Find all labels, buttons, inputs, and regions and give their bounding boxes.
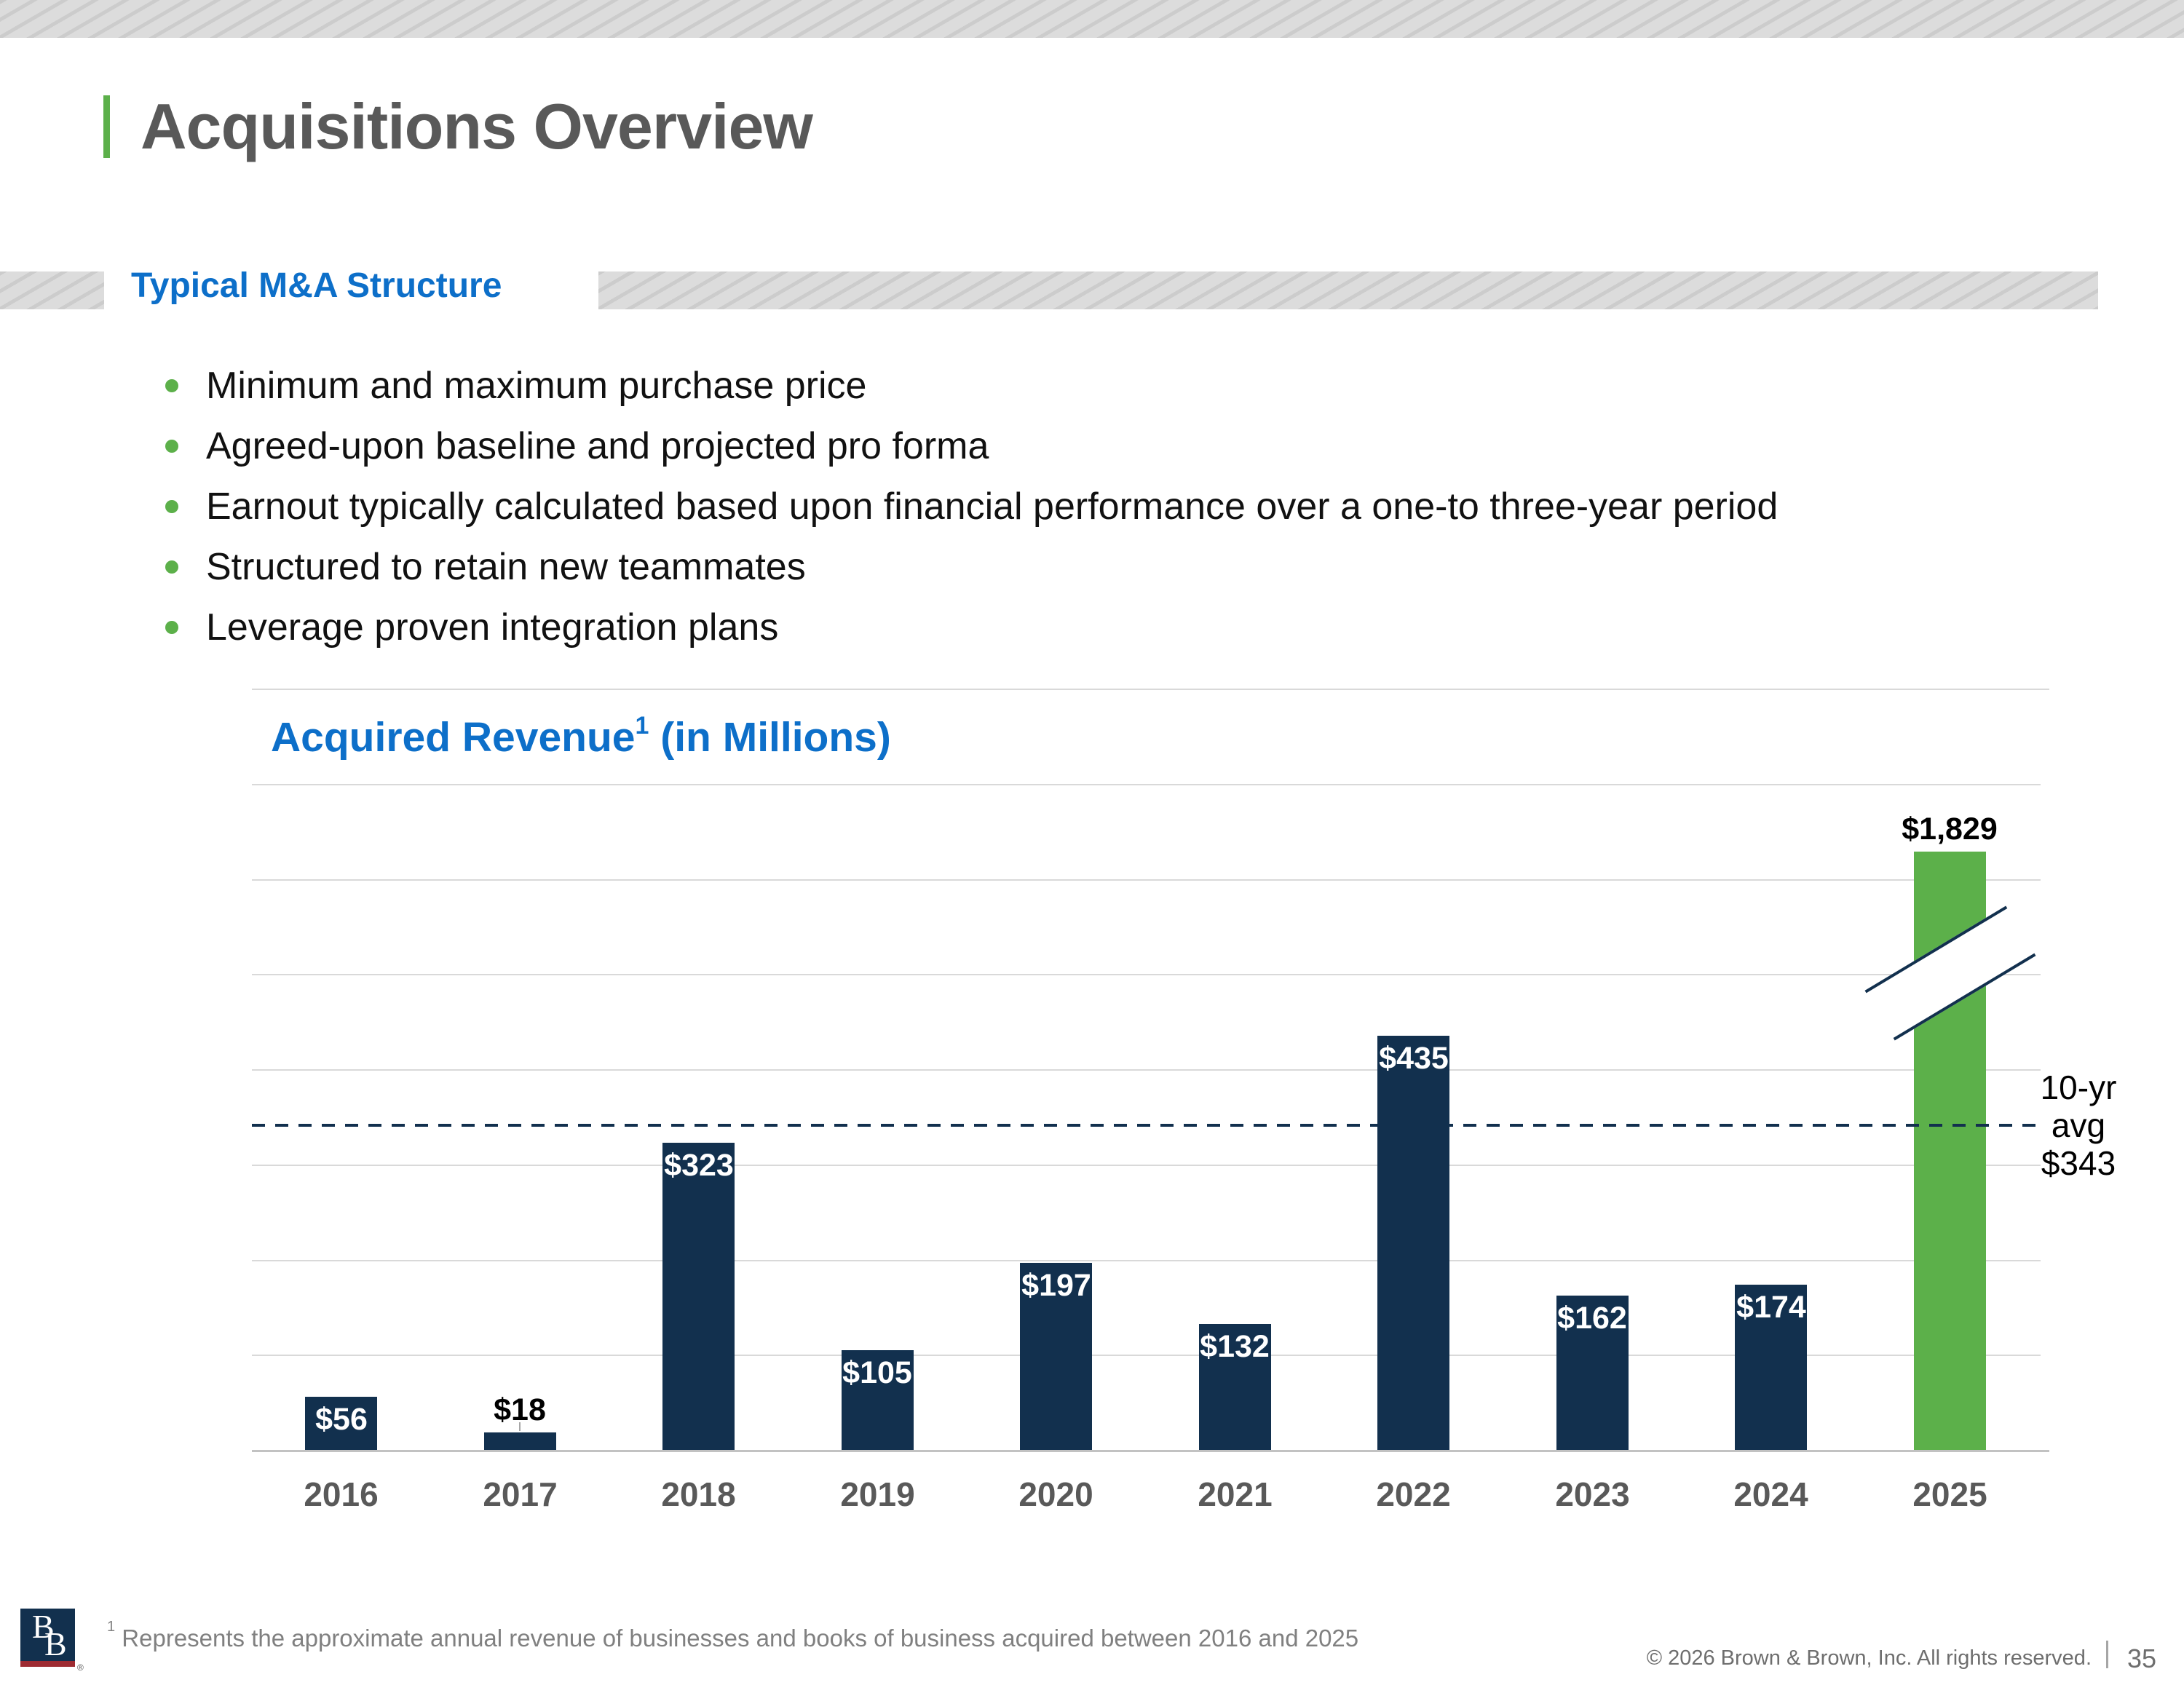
ten-year-avg-annotation-line: avg	[2051, 1106, 2106, 1144]
page-number: 35	[2126, 1644, 2157, 1673]
bar-value-label: $56	[315, 1402, 368, 1437]
chart-gridline	[252, 1355, 2041, 1356]
bullet-text: Leverage proven integration plans	[206, 606, 779, 649]
bar-value-label: $323	[664, 1148, 734, 1183]
section-hatch-right	[598, 271, 2098, 309]
x-axis-label: 2021	[1198, 1475, 1273, 1513]
x-axis-label: 2019	[840, 1475, 915, 1513]
bullet-text: Earnout typically calculated based upon …	[206, 485, 1779, 528]
bullet-item: Leverage proven integration plans	[165, 597, 1778, 657]
bar-value-label: $435	[1379, 1041, 1449, 1076]
chart-gridline	[252, 974, 2041, 975]
ten-year-avg-dashed-line	[252, 1124, 2041, 1127]
x-axis-label: 2017	[483, 1475, 558, 1513]
bullet-dot-icon	[165, 620, 178, 634]
bullet-text: Agreed-upon baseline and projected pro f…	[206, 424, 989, 467]
x-axis-label: 2018	[661, 1475, 736, 1513]
bar-value-label: $132	[1200, 1329, 1270, 1364]
chart-bar-2018	[662, 1143, 735, 1450]
chart-bar-2022	[1377, 1036, 1449, 1450]
footnote-text: Represents the approximate annual revenu…	[115, 1625, 1359, 1652]
ten-year-avg-annotation-line: $343	[2041, 1144, 2116, 1182]
chart-top-border	[252, 689, 2049, 690]
footnote: 1 Represents the approximate annual reve…	[107, 1619, 1359, 1652]
chart-gridline	[252, 1260, 2041, 1261]
bullet-item: Minimum and maximum purchase price	[165, 355, 1778, 416]
bar-value-label: $18	[494, 1392, 546, 1427]
bullet-item: Agreed-upon baseline and projected pro f…	[165, 416, 1778, 476]
bar-value-label: $197	[1021, 1268, 1091, 1303]
bullet-item: Earnout typically calculated based upon …	[165, 476, 1778, 536]
bullet-dot-icon	[165, 560, 178, 574]
bar-value-label: $174	[1736, 1290, 1806, 1325]
section-title: Typical M&A Structure	[131, 266, 502, 305]
bullet-text: Minimum and maximum purchase price	[206, 364, 867, 407]
label-leader-tick	[519, 1422, 521, 1431]
chart-bar-2024	[1735, 1285, 1807, 1450]
chart-gridline	[252, 784, 2041, 785]
x-axis-label: 2024	[1733, 1475, 1808, 1513]
ten-year-avg-annotation: 10-yr avg $343	[2017, 1069, 2140, 1182]
chart-bar-2020	[1020, 1263, 1092, 1450]
chart-title-superscript: 1	[635, 712, 649, 740]
bar-value-label: $162	[1557, 1301, 1627, 1336]
chart-bar-2019	[842, 1350, 914, 1450]
top-hatch-band	[0, 0, 2184, 38]
bullet-dot-icon	[165, 499, 178, 513]
bullet-list: Minimum and maximum purchase price Agreed…	[165, 355, 1778, 657]
x-axis-label: 2020	[1018, 1475, 1093, 1513]
chart-bar-2017	[484, 1432, 556, 1450]
chart-bar-2021	[1199, 1324, 1271, 1450]
chart-title: Acquired Revenue1 (in Millions)	[271, 712, 891, 761]
copyright-text: © 2026 Brown & Brown, Inc. All rights re…	[1646, 1646, 2092, 1670]
footnote-superscript: 1	[107, 1619, 116, 1635]
chart-gridline	[252, 1165, 2041, 1166]
logo-letter-b-bottom: B	[44, 1625, 67, 1662]
section-hatch-left	[0, 271, 104, 309]
title-accent-bar	[103, 95, 110, 158]
chart-title-units: (in Millions)	[649, 714, 891, 761]
bullet-dot-icon	[165, 378, 178, 392]
chart-title-main: Acquired Revenue	[271, 714, 636, 761]
x-axis-baseline	[252, 1450, 2049, 1452]
brand-logo: B B	[20, 1609, 75, 1667]
section-band: Typical M&A Structure	[0, 267, 2184, 309]
chart-gridline	[252, 1069, 2041, 1071]
bullet-text: Structured to retain new teammates	[206, 545, 806, 588]
ten-year-avg-annotation-line: 10-yr	[2040, 1069, 2117, 1106]
chart-bar-2023	[1556, 1296, 1629, 1450]
x-axis-label: 2023	[1555, 1475, 1630, 1513]
logo-letter-b-top: B	[32, 1609, 55, 1645]
chart-bar-2016	[305, 1397, 377, 1450]
bullet-dot-icon	[165, 439, 178, 453]
page-title: Acquisitions Overview	[141, 90, 813, 162]
x-axis-label: 2022	[1376, 1475, 1451, 1513]
footer-separator	[2106, 1641, 2108, 1668]
x-axis-label: 2025	[1912, 1475, 1987, 1513]
registered-trademark: ®	[77, 1662, 84, 1673]
bullet-item: Structured to retain new teammates	[165, 536, 1778, 597]
chart-gridline	[252, 879, 2041, 881]
logo-red-stripe	[20, 1661, 75, 1667]
bar-value-label: $105	[842, 1355, 912, 1390]
bar-value-label: $1,829	[1902, 812, 1998, 847]
x-axis-label: 2016	[304, 1475, 379, 1513]
